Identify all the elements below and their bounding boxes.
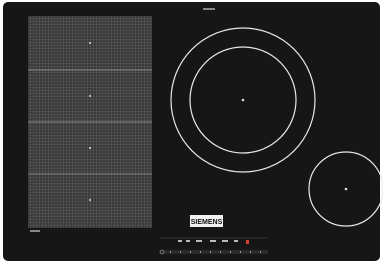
zone-mark [30,230,40,232]
control-button[interactable] [186,240,190,242]
cooktop: SIEMENS [0,0,383,264]
burner-center [242,99,245,102]
page: SIEMENS (() => { const data = JSON.parse… [0,0,383,264]
burner-center [345,188,348,191]
power-indicator[interactable] [246,240,249,244]
control-button[interactable] [178,240,182,242]
flex-zone [28,16,152,232]
top-mark [203,8,215,10]
control-button[interactable] [196,240,202,242]
zone-center [89,95,91,97]
brand-logo: SIEMENS [191,219,223,226]
zone-center [89,147,91,149]
control-button[interactable] [234,240,238,242]
control-button[interactable] [210,240,216,242]
zone-center [89,42,91,44]
control-button[interactable] [222,240,228,242]
zone-center [89,199,91,201]
slider[interactable] [160,250,268,254]
